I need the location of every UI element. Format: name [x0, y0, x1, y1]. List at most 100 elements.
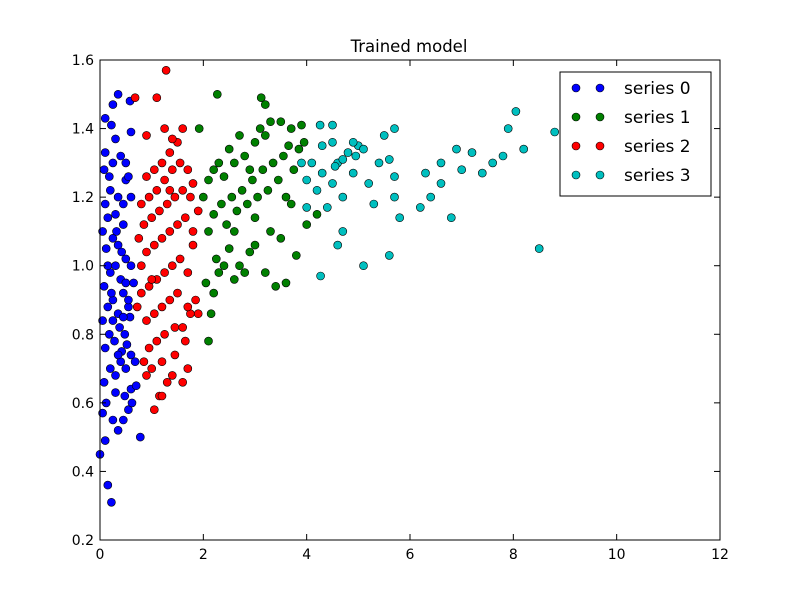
y-tick-label: 1.4 [72, 122, 94, 138]
data-point [103, 302, 113, 312]
data-point [117, 247, 126, 257]
legend-marker [595, 83, 605, 93]
y-tick-label: 0.4 [72, 464, 94, 480]
data-point [99, 165, 109, 174]
data-point [276, 117, 286, 126]
data-point [359, 261, 368, 271]
data-point [206, 309, 216, 319]
data-point [132, 302, 142, 312]
data-point [113, 90, 123, 99]
data-point [173, 220, 182, 229]
legend-marker [595, 170, 605, 180]
x-tick-label: 12 [711, 547, 729, 563]
x-tick-label: 10 [608, 547, 626, 563]
data-point [178, 124, 187, 133]
data-point [415, 203, 425, 212]
data-point [110, 336, 119, 346]
data-point [157, 234, 167, 243]
data-point [98, 408, 107, 418]
data-point [119, 220, 128, 229]
data-point [111, 210, 120, 219]
data-point [213, 90, 222, 99]
data-point [284, 141, 293, 150]
data-point [168, 134, 177, 144]
data-point [384, 251, 394, 260]
data-point [99, 377, 109, 387]
data-point [302, 203, 312, 212]
data-point [250, 138, 260, 147]
data-point [173, 288, 182, 298]
data-point [222, 220, 231, 229]
series-2-points [130, 66, 203, 415]
data-point [116, 151, 125, 161]
data-point [107, 120, 116, 130]
data-point [120, 329, 130, 339]
data-point [467, 148, 477, 157]
data-point [214, 158, 224, 168]
data-point [111, 388, 120, 397]
data-point [175, 158, 185, 168]
data-point [390, 172, 399, 181]
data-point [126, 192, 136, 202]
data-point [136, 432, 145, 442]
data-point [317, 168, 327, 178]
data-point [108, 415, 118, 425]
data-point [165, 295, 175, 305]
data-point [144, 343, 154, 353]
data-point [209, 288, 218, 298]
y-tick-label: 1.0 [72, 259, 94, 275]
data-point [113, 240, 123, 250]
data-point [289, 165, 299, 174]
data-point [299, 138, 309, 147]
data-point [191, 295, 200, 305]
data-point [286, 199, 296, 209]
data-point [119, 199, 128, 209]
data-point [130, 93, 140, 102]
data-point [178, 186, 187, 195]
legend-label: series 2 [624, 137, 691, 157]
x-tick-label: 2 [199, 547, 208, 563]
data-point [147, 213, 156, 222]
data-point [260, 131, 270, 140]
data-point [147, 275, 156, 284]
data-point [127, 398, 137, 408]
data-point [266, 227, 275, 236]
data-point [250, 213, 260, 222]
data-point [155, 206, 164, 216]
data-point [240, 268, 249, 277]
data-point [157, 357, 167, 367]
data-point [98, 227, 107, 236]
data-point [175, 254, 185, 264]
data-point [209, 210, 218, 219]
data-point [268, 158, 278, 168]
data-point [302, 220, 312, 229]
data-point [188, 179, 198, 188]
y-axis: 0.2 0.4 0.6 0.8 1.0 1.2 1.4 1.6 [72, 53, 720, 549]
data-point [258, 165, 268, 174]
data-point [108, 295, 118, 305]
data-point [219, 172, 229, 181]
data-point [168, 261, 177, 271]
data-point [121, 158, 131, 168]
legend-marker [595, 141, 605, 151]
data-point [276, 234, 286, 243]
data-point [193, 206, 203, 216]
data-point [101, 244, 111, 253]
x-axis: 0 2 4 6 8 10 12 [96, 60, 729, 563]
data-point [322, 203, 332, 212]
data-point [170, 192, 180, 202]
data-point [328, 138, 337, 147]
legend-marker [571, 141, 581, 151]
data-point [436, 179, 446, 188]
data-point [477, 168, 487, 178]
data-point [338, 192, 348, 202]
data-point [119, 312, 128, 322]
data-point [142, 316, 151, 325]
data-point [150, 240, 159, 250]
data-point [157, 158, 167, 168]
data-point [108, 158, 118, 168]
data-point [103, 480, 113, 490]
legend-marker [571, 170, 581, 180]
data-point [188, 227, 198, 236]
data-point [161, 66, 171, 75]
